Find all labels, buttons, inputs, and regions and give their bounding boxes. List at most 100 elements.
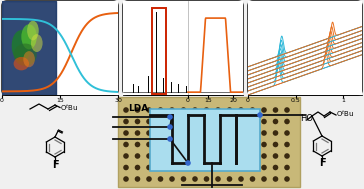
Circle shape bbox=[261, 176, 267, 182]
FancyBboxPatch shape bbox=[123, 1, 243, 95]
Circle shape bbox=[169, 142, 175, 147]
Circle shape bbox=[135, 142, 140, 147]
Circle shape bbox=[238, 142, 244, 147]
Circle shape bbox=[146, 107, 152, 113]
Text: IR: IR bbox=[9, 5, 23, 18]
Circle shape bbox=[215, 165, 221, 170]
Circle shape bbox=[181, 165, 186, 170]
Circle shape bbox=[250, 142, 255, 147]
Circle shape bbox=[181, 153, 186, 159]
Circle shape bbox=[238, 107, 244, 113]
Circle shape bbox=[192, 165, 198, 170]
Circle shape bbox=[227, 130, 232, 136]
Text: UPLC: UPLC bbox=[255, 5, 291, 18]
Circle shape bbox=[123, 119, 129, 124]
Circle shape bbox=[204, 142, 209, 147]
Circle shape bbox=[158, 153, 163, 159]
Circle shape bbox=[273, 153, 278, 159]
FancyBboxPatch shape bbox=[248, 1, 362, 95]
Circle shape bbox=[215, 142, 221, 147]
Text: O$^t$Bu: O$^t$Bu bbox=[336, 108, 355, 119]
Circle shape bbox=[227, 107, 232, 113]
Circle shape bbox=[158, 130, 163, 136]
Circle shape bbox=[123, 107, 129, 113]
FancyBboxPatch shape bbox=[2, 1, 118, 95]
Ellipse shape bbox=[27, 21, 39, 40]
Circle shape bbox=[215, 153, 221, 159]
Circle shape bbox=[135, 153, 140, 159]
Circle shape bbox=[135, 130, 140, 136]
Circle shape bbox=[123, 142, 129, 147]
Circle shape bbox=[250, 153, 255, 159]
Circle shape bbox=[192, 176, 198, 182]
Circle shape bbox=[204, 107, 209, 113]
Circle shape bbox=[123, 165, 129, 170]
Circle shape bbox=[284, 142, 290, 147]
Circle shape bbox=[238, 153, 244, 159]
Circle shape bbox=[192, 130, 198, 136]
Circle shape bbox=[204, 176, 209, 182]
Circle shape bbox=[261, 130, 267, 136]
Text: HO: HO bbox=[300, 114, 313, 123]
Circle shape bbox=[192, 153, 198, 159]
Circle shape bbox=[158, 107, 163, 113]
Circle shape bbox=[284, 130, 290, 136]
Circle shape bbox=[146, 165, 152, 170]
Text: LDA: LDA bbox=[128, 104, 148, 113]
Circle shape bbox=[227, 176, 232, 182]
Ellipse shape bbox=[13, 57, 29, 70]
Circle shape bbox=[238, 119, 244, 124]
Circle shape bbox=[215, 119, 221, 124]
Circle shape bbox=[250, 176, 255, 182]
Circle shape bbox=[181, 130, 186, 136]
Circle shape bbox=[185, 160, 191, 166]
Circle shape bbox=[227, 153, 232, 159]
Circle shape bbox=[250, 130, 255, 136]
Circle shape bbox=[250, 165, 255, 170]
Circle shape bbox=[215, 107, 221, 113]
Circle shape bbox=[284, 165, 290, 170]
Circle shape bbox=[204, 119, 209, 124]
Circle shape bbox=[146, 153, 152, 159]
Circle shape bbox=[123, 176, 129, 182]
Circle shape bbox=[167, 136, 173, 142]
Text: O$^t$Bu: O$^t$Bu bbox=[60, 102, 78, 113]
Circle shape bbox=[261, 142, 267, 147]
Bar bbox=[150, 109, 260, 171]
Circle shape bbox=[169, 119, 175, 124]
Circle shape bbox=[192, 119, 198, 124]
Ellipse shape bbox=[23, 51, 35, 67]
Circle shape bbox=[146, 130, 152, 136]
Circle shape bbox=[273, 142, 278, 147]
Text: F: F bbox=[319, 158, 326, 168]
Circle shape bbox=[146, 176, 152, 182]
Circle shape bbox=[146, 119, 152, 124]
Circle shape bbox=[238, 130, 244, 136]
Circle shape bbox=[167, 124, 173, 130]
Circle shape bbox=[238, 176, 244, 182]
Text: F: F bbox=[52, 160, 59, 170]
Circle shape bbox=[158, 176, 163, 182]
Circle shape bbox=[261, 165, 267, 170]
Circle shape bbox=[261, 107, 267, 113]
Circle shape bbox=[192, 142, 198, 147]
Ellipse shape bbox=[21, 24, 37, 49]
Circle shape bbox=[250, 107, 255, 113]
Circle shape bbox=[261, 119, 267, 124]
Circle shape bbox=[123, 130, 129, 136]
Circle shape bbox=[135, 119, 140, 124]
Circle shape bbox=[158, 142, 163, 147]
Circle shape bbox=[181, 107, 186, 113]
Circle shape bbox=[135, 107, 140, 113]
Circle shape bbox=[204, 153, 209, 159]
Circle shape bbox=[238, 165, 244, 170]
Circle shape bbox=[135, 176, 140, 182]
Circle shape bbox=[284, 153, 290, 159]
Circle shape bbox=[204, 130, 209, 136]
Bar bbox=[2, 1, 56, 95]
Ellipse shape bbox=[13, 43, 37, 66]
Circle shape bbox=[169, 153, 175, 159]
Circle shape bbox=[273, 107, 278, 113]
Circle shape bbox=[273, 130, 278, 136]
Circle shape bbox=[284, 107, 290, 113]
